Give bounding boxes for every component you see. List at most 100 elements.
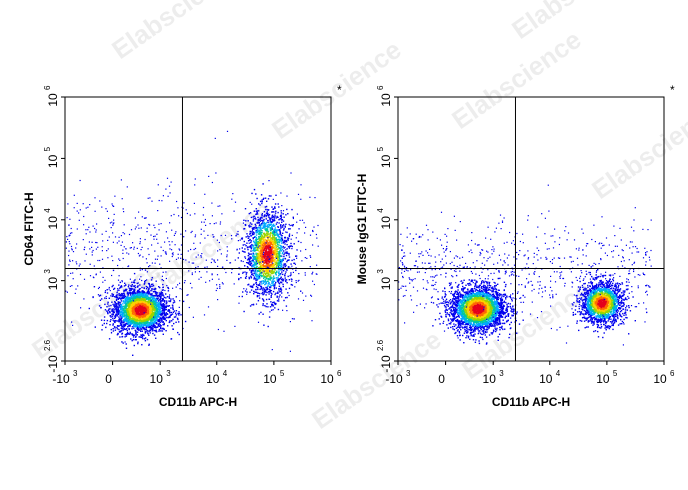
scatter-point [247,240,250,242]
scatter-point [151,306,153,309]
scatter-point [138,315,140,318]
scatter-point [132,320,134,322]
scatter-point [258,313,260,315]
scatter-point [260,272,262,275]
scatter-point [276,242,279,244]
scatter-point [261,298,264,300]
scatter-point [143,304,145,307]
scatter-point [255,218,257,220]
scatter-point [116,296,119,299]
scatter-point [117,333,119,335]
scatter-point [139,316,142,318]
scatter-point [252,237,254,240]
scatter-point [217,265,219,267]
scatter-point [109,315,112,317]
scatter-point [135,293,137,296]
scatter-point [271,305,273,307]
scatter-point [148,308,150,310]
scatter-point [161,318,163,321]
scatter-point [265,294,267,296]
scatter-point [103,322,105,325]
scatter-point [139,308,141,310]
scatter-point [268,261,270,263]
scatter-point [138,326,140,328]
scatter-point [191,287,193,289]
scatter-point [256,222,258,224]
scatter-point [145,316,148,319]
scatter-point [282,283,284,286]
scatter-point [272,232,274,234]
scatter-point [253,228,255,230]
scatter-point [137,317,139,319]
scatter-point [137,289,139,292]
scatter-point [140,306,143,309]
scatter-point [276,245,279,247]
scatter-point [118,320,120,323]
scatter-point [149,293,152,295]
scatter-point [121,286,123,288]
scatter-point [95,231,97,233]
scatter-point [263,239,265,241]
scatter-point [144,295,146,297]
scatter-point [272,219,274,221]
scatter-point [118,304,120,307]
scatter-point [126,333,128,336]
scatter-point [279,231,281,233]
scatter-point [285,223,287,225]
scatter-point [250,270,252,272]
scatter-point [147,299,150,301]
scatter-point [119,313,121,315]
scatter-point [158,320,160,323]
scatter-point [256,265,258,268]
scatter-point [255,261,257,263]
scatter-point [159,299,162,301]
scatter-point [152,285,155,287]
scatter-point [271,267,274,269]
scatter-point [268,281,270,284]
scatter-point [125,312,127,314]
scatter-point [146,304,149,306]
scatter-point [124,316,126,318]
scatter-point [291,284,294,286]
scatter-point [138,303,140,305]
scatter-point [200,256,202,258]
scatter-point [257,248,259,250]
scatter-point [147,324,150,326]
scatter-point [133,327,135,329]
scatter-point [267,325,269,328]
scatter-point [253,256,255,259]
scatter-point [150,328,152,330]
scatter-point [153,301,156,303]
scatter-point [265,214,267,216]
scatter-point [92,225,94,227]
scatter-point [148,322,150,324]
scatter-point [132,310,135,312]
scatter-point [142,319,144,322]
scatter-point [252,265,254,268]
scatter-point [262,219,264,222]
scatter-point [140,315,143,317]
scatter-point [261,249,263,252]
scatter-point [260,286,263,289]
scatter-point [261,259,263,261]
scatter-point [105,326,107,329]
scatter-point [270,309,273,311]
scatter-point [262,280,264,282]
scatter-point [266,211,268,213]
scatter-point [271,206,273,208]
scatter-point [255,225,257,227]
scatter-point [212,236,214,238]
scatter-point [112,269,115,272]
scatter-point [112,293,115,296]
scatter-point [131,293,134,295]
scatter-point [111,315,114,317]
scatter-point [153,309,155,311]
scatter-point [252,231,255,233]
scatter-point [150,314,152,316]
scatter-point [266,209,269,211]
scatter-point [267,219,269,222]
scatter-point [142,310,144,312]
scatter-point [107,303,109,305]
scatter-point [265,275,268,277]
scatter-point [278,283,281,285]
